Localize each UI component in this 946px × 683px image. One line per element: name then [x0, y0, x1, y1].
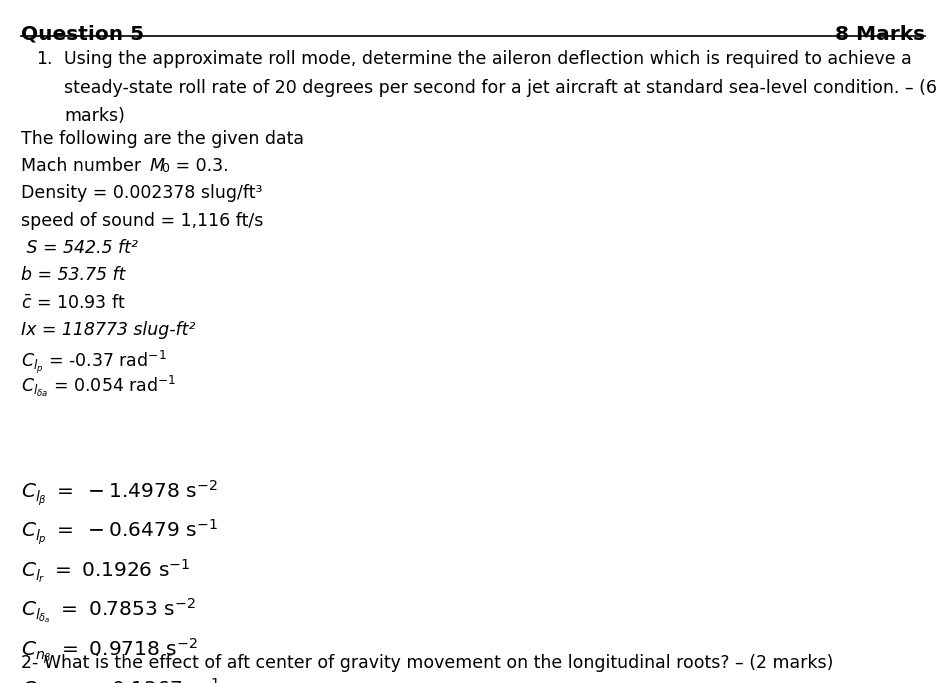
Text: 1.: 1.: [36, 50, 52, 68]
Text: speed of sound = 1,116 ft/s: speed of sound = 1,116 ft/s: [21, 212, 263, 229]
Text: $C_{l_p}$ = -0.37 rad$^{-1}$: $C_{l_p}$ = -0.37 rad$^{-1}$: [21, 348, 166, 376]
Text: $C_{n_r}\ =\ -0.1367\ \mathrm{s}^{-1}$: $C_{n_r}\ =\ -0.1367\ \mathrm{s}^{-1}$: [21, 676, 220, 683]
Text: $C_{l_{\beta}}\ =\ -1.4978\ \mathrm{s}^{-2}$: $C_{l_{\beta}}\ =\ -1.4978\ \mathrm{s}^{…: [21, 478, 218, 507]
Text: $C_{l_{\delta_a}}\ =\ 0.7853\ \mathrm{s}^{-2}$: $C_{l_{\delta_a}}\ =\ 0.7853\ \mathrm{s}…: [21, 597, 196, 626]
Text: $C_{l_p}\ =\ -0.6479\ \mathrm{s}^{-1}$: $C_{l_p}\ =\ -0.6479\ \mathrm{s}^{-1}$: [21, 518, 218, 547]
Text: $C_{n_{\beta}}\ =\ 0.9718\ \mathrm{s}^{-2}$: $C_{n_{\beta}}\ =\ 0.9718\ \mathrm{s}^{-…: [21, 637, 198, 666]
Text: $\bar{c}$ = 10.93 ft: $\bar{c}$ = 10.93 ft: [21, 294, 126, 311]
Text: Using the approximate roll mode, determine the aileron deflection which is requi: Using the approximate roll mode, determi…: [64, 50, 912, 68]
Text: M: M: [149, 157, 165, 175]
Text: = 0.3.: = 0.3.: [170, 157, 229, 175]
Text: 8 Marks: 8 Marks: [835, 25, 925, 44]
Text: $C_{l_{\delta a}}$ = 0.054 rad$^{-1}$: $C_{l_{\delta a}}$ = 0.054 rad$^{-1}$: [21, 374, 176, 400]
Text: Ix = 118773 slug-ft²: Ix = 118773 slug-ft²: [21, 321, 195, 339]
Text: b = 53.75 ft: b = 53.75 ft: [21, 266, 125, 284]
Text: 2- What is the effect of aft center of gravity movement on the longitudinal root: 2- What is the effect of aft center of g…: [21, 654, 833, 672]
Text: steady-state roll rate of 20 degrees per second for a jet aircraft at standard s: steady-state roll rate of 20 degrees per…: [64, 79, 937, 96]
Text: Density = 0.002378 slug/ft³: Density = 0.002378 slug/ft³: [21, 184, 262, 202]
Text: Question 5: Question 5: [21, 25, 144, 44]
Text: 0: 0: [161, 162, 168, 175]
Text: marks): marks): [64, 107, 125, 125]
Text: Mach number: Mach number: [21, 157, 147, 175]
Text: $C_{l_r}\ =\ 0.1926\ \mathrm{s}^{-1}$: $C_{l_r}\ =\ 0.1926\ \mathrm{s}^{-1}$: [21, 557, 190, 585]
Text: The following are the given data: The following are the given data: [21, 130, 304, 148]
Text: S = 542.5 ft²: S = 542.5 ft²: [21, 239, 138, 257]
